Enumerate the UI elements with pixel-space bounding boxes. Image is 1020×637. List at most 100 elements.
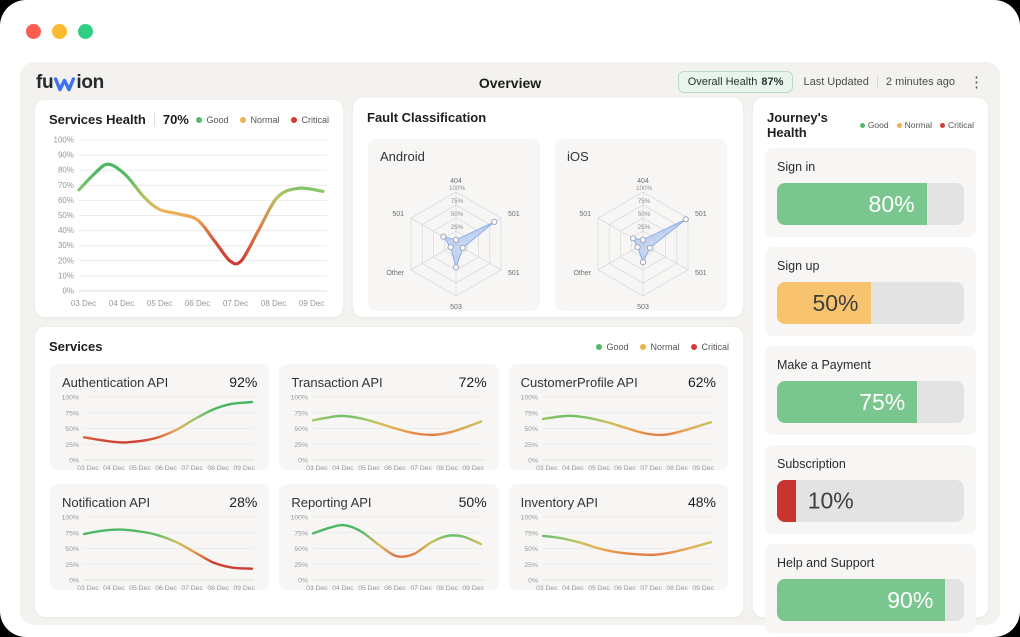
- svg-text:404: 404: [450, 178, 462, 185]
- window-minimize-button[interactable]: [52, 24, 67, 39]
- svg-text:04 Dec: 04 Dec: [103, 585, 125, 592]
- journey-card-sign-up: Sign up 50%: [765, 247, 976, 336]
- journeys-health-title: Journey's Health: [767, 110, 828, 140]
- svg-text:07 Dec: 07 Dec: [640, 465, 662, 472]
- services-health-value: 70%: [162, 112, 189, 127]
- last-updated-value: 2 minutes ago: [885, 76, 955, 88]
- svg-text:05 Dec: 05 Dec: [588, 465, 610, 472]
- legend-dot-icon: [596, 343, 603, 350]
- services-card: Services Good Normal Critical Authenticati…: [35, 327, 743, 617]
- svg-text:90%: 90%: [58, 151, 74, 160]
- legend-item-good: Good: [859, 120, 889, 130]
- svg-text:0%: 0%: [299, 458, 309, 465]
- svg-text:03 Dec: 03 Dec: [536, 465, 558, 472]
- header-controls: Overall Health 87% Last Updated 2 minute…: [677, 71, 988, 93]
- last-updated: Last Updated 2 minutes ago: [803, 76, 955, 88]
- progress-value: 50%: [812, 289, 859, 316]
- fault-classification-card: Fault Classification Android 404 501 501 503…: [353, 98, 743, 317]
- svg-text:05 Dec: 05 Dec: [359, 585, 381, 592]
- legend-label: Critical: [301, 114, 329, 125]
- service-card-notification-api: Notification API 28% 100% 75% 50% 25% 0% 03 Dec…: [50, 484, 270, 592]
- svg-text:25%: 25%: [638, 224, 651, 231]
- service-name: Inventory API: [520, 495, 598, 510]
- dashboard: fu ion Overview Overall Health 87% Last …: [20, 62, 1000, 633]
- service-chart: 100% 75% 50% 25% 0%03 Dec 04 Dec 05 Dec 06 Dec 0…: [520, 515, 714, 593]
- svg-text:03 Dec: 03 Dec: [77, 585, 99, 592]
- legend-label: Normal: [650, 341, 680, 352]
- svg-text:501: 501: [579, 211, 591, 218]
- radar-charts-row: Android 404 501 501 503 Other 501 100% 75% 50% 25%…: [353, 131, 743, 311]
- svg-text:05 Dec: 05 Dec: [588, 585, 610, 592]
- journey-label: Make a Payment: [777, 358, 871, 372]
- svg-text:501: 501: [695, 270, 707, 277]
- service-name: CustomerProfile API: [520, 375, 638, 390]
- svg-text:50%: 50%: [65, 546, 79, 553]
- radar-title: Android: [380, 149, 425, 164]
- kebab-menu-icon[interactable]: ⋮: [969, 73, 984, 91]
- svg-text:10%: 10%: [58, 271, 74, 280]
- services-title: Services: [49, 339, 103, 354]
- service-card-transaction-api: Transaction API 72% 100% 75% 50% 25% 0% 03 Dec 0…: [279, 364, 499, 472]
- last-updated-label: Last Updated: [803, 76, 869, 88]
- window-zoom-button[interactable]: [78, 24, 93, 39]
- svg-text:03 Dec: 03 Dec: [77, 465, 99, 472]
- progress-value: 80%: [868, 190, 915, 217]
- svg-text:05 Dec: 05 Dec: [147, 299, 172, 308]
- svg-text:404: 404: [637, 178, 649, 185]
- svg-text:40%: 40%: [58, 226, 74, 235]
- radar-chart: 404 501 501 503 Other 501 100% 75% 50% 25%: [573, 178, 707, 311]
- svg-text:09 Dec: 09 Dec: [233, 465, 255, 472]
- svg-text:75%: 75%: [65, 530, 79, 537]
- legend: Good Normal Critical: [596, 342, 729, 352]
- divider: [153, 113, 155, 126]
- svg-text:04 Dec: 04 Dec: [109, 299, 134, 308]
- svg-text:07 Dec: 07 Dec: [181, 585, 203, 592]
- svg-text:06 Dec: 06 Dec: [385, 585, 407, 592]
- svg-text:07 Dec: 07 Dec: [411, 585, 433, 592]
- svg-text:100%: 100%: [62, 395, 79, 402]
- journey-card-help-and-support: Help and Support 90%: [765, 544, 976, 633]
- journey-card-make-a-payment: Make a Payment 75%: [765, 346, 976, 435]
- svg-text:80%: 80%: [58, 166, 74, 175]
- progress-track: 50%: [777, 282, 964, 324]
- radar-title: iOS: [567, 149, 589, 164]
- svg-text:Other: Other: [573, 270, 591, 277]
- legend-label: Good: [867, 120, 889, 130]
- svg-text:0%: 0%: [528, 578, 538, 585]
- progress-fill: 75%: [777, 381, 918, 423]
- svg-text:100%: 100%: [520, 515, 537, 522]
- svg-text:09 Dec: 09 Dec: [692, 465, 714, 472]
- legend-dot-icon: [940, 122, 946, 128]
- svg-text:25%: 25%: [295, 562, 309, 569]
- svg-text:05 Dec: 05 Dec: [129, 585, 151, 592]
- svg-text:0%: 0%: [69, 578, 79, 585]
- service-chart: 100% 75% 50% 25% 0%03 Dec 04 Dec 05 Dec 06 Dec 0…: [62, 395, 256, 473]
- svg-text:100%: 100%: [449, 185, 466, 192]
- window-close-button[interactable]: [26, 24, 41, 39]
- svg-text:501: 501: [392, 211, 404, 218]
- svg-text:03 Dec: 03 Dec: [306, 585, 328, 592]
- svg-text:70%: 70%: [58, 181, 74, 190]
- journey-card-subscription: Subscription 10%: [765, 445, 976, 534]
- svg-text:06 Dec: 06 Dec: [185, 299, 210, 308]
- legend-label: Normal: [904, 120, 933, 130]
- svg-text:09 Dec: 09 Dec: [299, 299, 324, 308]
- logo-wave-icon: [54, 77, 76, 92]
- svg-text:50%: 50%: [58, 211, 74, 220]
- svg-text:501: 501: [695, 211, 707, 218]
- logo-text-post: ion: [76, 72, 104, 93]
- svg-text:04 Dec: 04 Dec: [333, 585, 355, 592]
- page-title: Overview: [478, 75, 542, 91]
- svg-text:08 Dec: 08 Dec: [437, 465, 459, 472]
- legend-item-normal: Normal: [896, 120, 933, 130]
- svg-text:06 Dec: 06 Dec: [385, 465, 407, 472]
- progress-track: 90%: [777, 579, 964, 621]
- service-name: Authentication API: [62, 375, 169, 390]
- svg-text:Other: Other: [386, 270, 404, 277]
- journey-label: Subscription: [777, 457, 846, 471]
- svg-text:75%: 75%: [524, 530, 538, 537]
- overall-health-value: 87%: [761, 76, 784, 88]
- svg-text:08 Dec: 08 Dec: [207, 465, 229, 472]
- svg-text:25%: 25%: [65, 562, 79, 569]
- svg-text:09 Dec: 09 Dec: [463, 465, 485, 472]
